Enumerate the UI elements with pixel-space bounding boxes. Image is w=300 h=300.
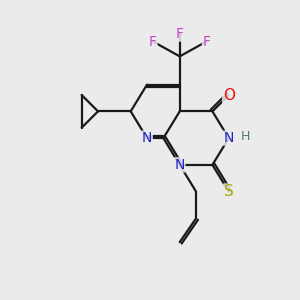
Text: F: F <box>202 34 211 49</box>
Text: S: S <box>224 184 234 199</box>
Text: H: H <box>240 130 250 143</box>
Text: N: N <box>224 131 234 145</box>
Text: O: O <box>223 88 235 103</box>
Text: N: N <box>142 131 152 145</box>
Text: N: N <box>175 158 185 172</box>
Text: F: F <box>149 34 157 49</box>
Text: F: F <box>176 27 184 41</box>
